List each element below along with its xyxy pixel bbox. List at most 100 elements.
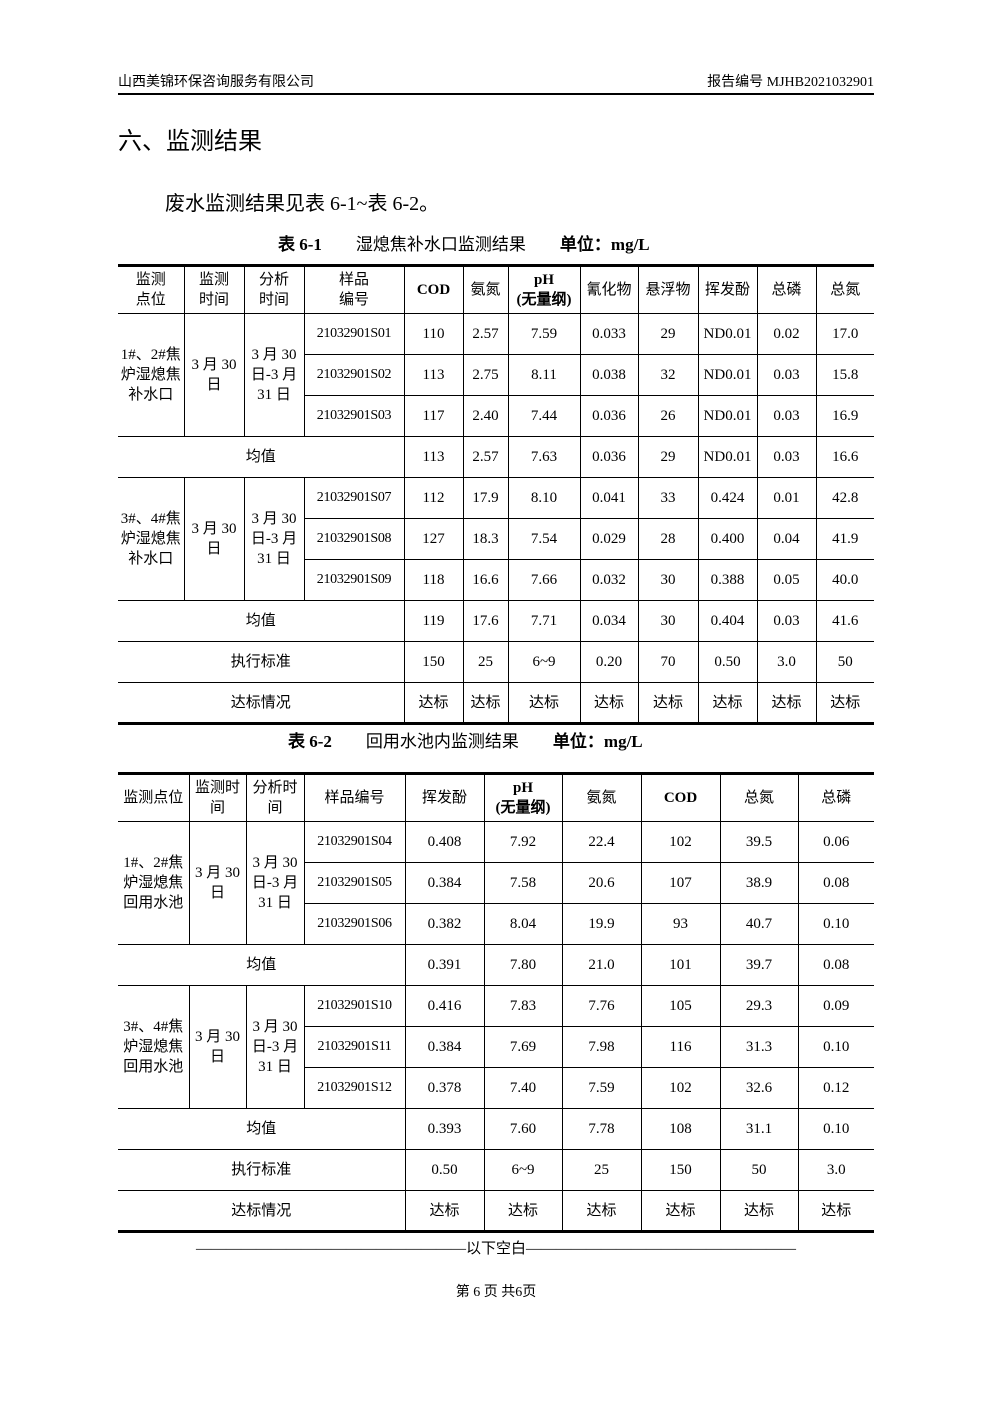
- value-cell: 0.08: [797, 862, 874, 904]
- mean-label: 均值: [118, 944, 406, 986]
- table-row: 21032901S09 118 16.6 7.66 0.032 30 0.388 0.05 40…: [118, 559, 874, 601]
- standard-row: 执行标准 0.50 6~9 25 150 50 3.0: [118, 1149, 874, 1191]
- mean-value-cell: 113: [403, 436, 464, 478]
- value-cell: 7.40: [483, 1067, 563, 1109]
- column-header: 氨氮: [462, 264, 509, 314]
- location-cell: 3#、4#焦炉湿熄焦回用水池: [118, 985, 190, 1109]
- mean-value-cell: 108: [640, 1108, 721, 1150]
- value-cell: 107: [640, 862, 721, 904]
- sample-id-cell: 21032901S12: [303, 1067, 406, 1109]
- header-row: 监测 点位 监测 时间 分析 时间 样品 编号 COD 氨氮 pH (无量纲) 氰化物 悬浮物挥…: [118, 264, 874, 314]
- compliance-row-value: 达标: [483, 1190, 563, 1233]
- value-cell: 40.0: [815, 559, 874, 601]
- value-cell: 16.6: [462, 559, 509, 601]
- standard-row-value: 6~9: [507, 641, 581, 683]
- compliance-row-value: 达标: [815, 682, 874, 725]
- mean-value-cell: 17.6: [462, 600, 509, 642]
- sample-id-cell: 21032901S10: [303, 985, 406, 1027]
- value-cell: 7.76: [561, 985, 642, 1027]
- value-cell: 102: [640, 821, 721, 863]
- compliance-row-value: 达标: [719, 1190, 799, 1233]
- report-number: 报告编号 MJHB2021032901: [707, 75, 874, 90]
- value-cell: 7.54: [507, 518, 581, 560]
- column-header: 氨氮: [561, 772, 642, 822]
- value-cell: 0.032: [579, 559, 639, 601]
- value-cell: 0.05: [756, 559, 817, 601]
- value-cell: 0.036: [579, 395, 639, 437]
- column-header: 总氮: [815, 264, 874, 314]
- value-cell: 0.416: [404, 985, 485, 1027]
- mean-value-cell: 31.1: [719, 1108, 799, 1150]
- table1-title: 湿熄焦补水口监测结果: [355, 235, 526, 254]
- standard-row-label: 执行标准: [118, 641, 405, 683]
- table1-number: 表 6-1: [278, 235, 322, 254]
- intro-paragraph: 废水监测结果见表 6-1~表 6-2。: [165, 193, 440, 215]
- standard-row-value: 0.20: [579, 641, 639, 683]
- mean-value-cell: 7.71: [507, 600, 581, 642]
- value-cell: 20.6: [561, 862, 642, 904]
- table1-caption: 表 6-1 湿熄焦补水口监测结果 单位：mg/L: [278, 230, 650, 255]
- mean-row: 均值 0.391 7.80 21.0 101 39.7 0.08: [118, 944, 874, 986]
- column-header: COD: [403, 264, 464, 314]
- value-cell: 0.02: [756, 313, 817, 355]
- value-cell: 39.5: [719, 821, 799, 863]
- value-cell: 0.03: [756, 354, 817, 396]
- value-cell: 112: [403, 477, 464, 519]
- column-header: 样品 编号: [303, 264, 405, 314]
- mean-value-cell: 0.393: [404, 1108, 485, 1150]
- mean-value-cell: 30: [637, 600, 699, 642]
- value-cell: ND0.01: [697, 313, 758, 355]
- column-header: pH (无量纲): [483, 772, 563, 822]
- sample-id-cell: 21032901S09: [303, 559, 405, 601]
- mean-value-cell: 29: [637, 436, 699, 478]
- value-cell: 7.59: [507, 313, 581, 355]
- column-header: 挥发酚: [404, 772, 485, 822]
- monitor-date-cell: 3 月 30 日: [188, 985, 247, 1109]
- compliance-row: 达标情况 达标 达标 达标 达标 达标 达标 达标 达标: [118, 682, 874, 725]
- value-cell: ND0.01: [697, 395, 758, 437]
- standard-row-value: 25: [462, 641, 509, 683]
- compliance-row-value: 达标: [640, 1190, 721, 1233]
- standard-row-value: 3.0: [797, 1149, 874, 1191]
- mean-value-cell: 7.63: [507, 436, 581, 478]
- value-cell: ND0.01: [697, 354, 758, 396]
- mean-value-cell: 0.404: [697, 600, 758, 642]
- value-cell: 0.038: [579, 354, 639, 396]
- analysis-date-cell: 3 月 30 日-3 月 31 日: [245, 821, 305, 945]
- analysis-date-cell: 3 月 30 日-3 月 31 日: [245, 985, 305, 1109]
- standard-row-value: 3.0: [756, 641, 817, 683]
- column-header: 样品编号: [303, 772, 406, 822]
- value-cell: 116: [640, 1026, 721, 1068]
- mean-label: 均值: [118, 600, 405, 642]
- value-cell: 8.11: [507, 354, 581, 396]
- value-cell: 16.9: [815, 395, 874, 437]
- value-cell: 0.12: [797, 1067, 874, 1109]
- table-row: 21032901S11 0.384 7.69 7.98 116 31.3 0.10: [118, 1026, 874, 1068]
- standard-row-label: 执行标准: [118, 1149, 406, 1191]
- standard-row-value: 50: [719, 1149, 799, 1191]
- table-row: 21032901S05 0.384 7.58 20.6 107 38.9 0.08: [118, 862, 874, 904]
- table1-unit: 单位：mg/L: [559, 235, 650, 254]
- sample-id-cell: 21032901S11: [303, 1026, 406, 1068]
- value-cell: 7.59: [561, 1067, 642, 1109]
- value-cell: 0.033: [579, 313, 639, 355]
- value-cell: 30: [637, 559, 699, 601]
- column-header: 监测 点位: [118, 264, 185, 314]
- compliance-row-label: 达标情况: [118, 1190, 406, 1233]
- compliance-row-value: 达标: [561, 1190, 642, 1233]
- value-cell: 127: [403, 518, 464, 560]
- mean-row: 均值 113 2.57 7.63 0.036 29 ND0.01 0.03 16.6: [118, 436, 874, 478]
- column-header: 挥发酚: [697, 264, 758, 314]
- value-cell: 38.9: [719, 862, 799, 904]
- mean-value-cell: 16.6: [815, 436, 874, 478]
- mean-value-cell: 0.034: [579, 600, 639, 642]
- value-cell: 0.10: [797, 903, 874, 945]
- value-cell: 110: [403, 313, 464, 355]
- table2-title: 回用水池内监测结果: [365, 732, 519, 751]
- value-cell: 102: [640, 1067, 721, 1109]
- monitor-date-cell: 3 月 30 日: [183, 313, 245, 437]
